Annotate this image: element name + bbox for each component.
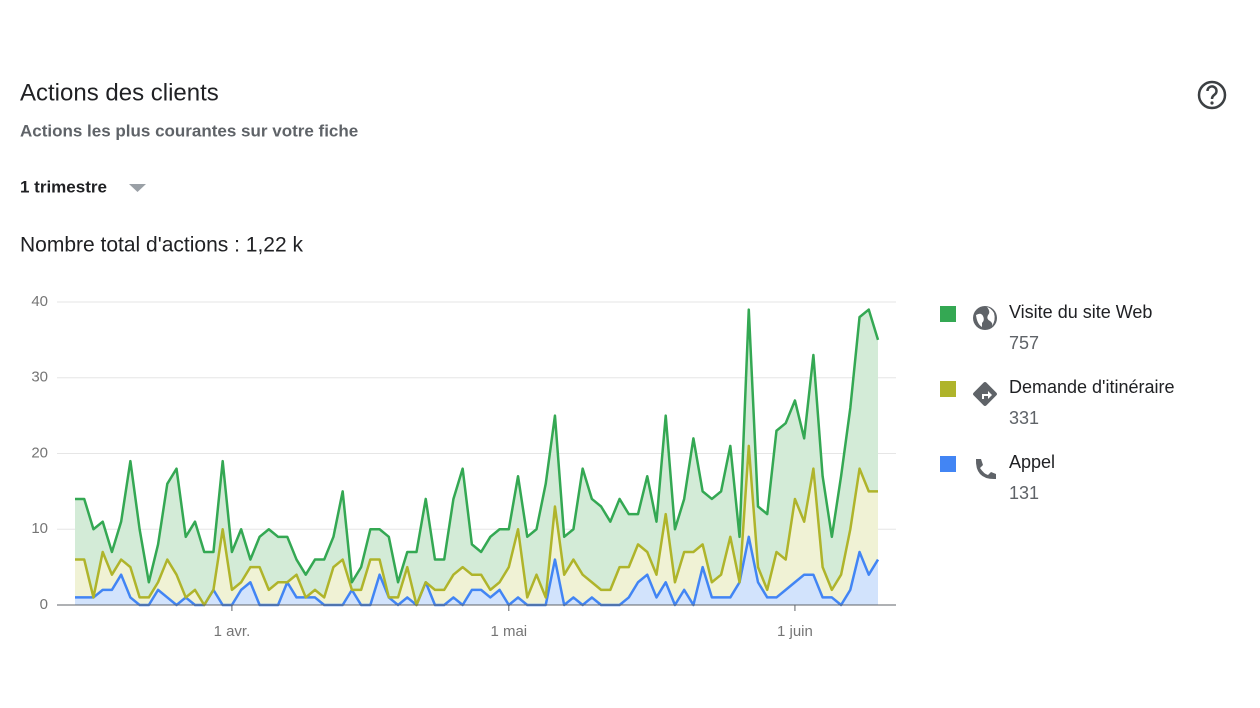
help-dot[interactable]	[1210, 101, 1214, 105]
card-subtitle: Actions les plus courantes sur votre fic…	[20, 121, 358, 140]
x-tick-label: 1 mai	[490, 623, 527, 640]
legend-label: Visite du site Web	[1009, 302, 1152, 322]
legend-swatch	[940, 306, 956, 322]
globe-icon	[973, 306, 997, 330]
legend-icons	[973, 306, 997, 480]
y-tick-label: 10	[31, 520, 48, 537]
y-tick-label: 30	[31, 369, 48, 386]
help-circle[interactable]	[1197, 80, 1227, 110]
period-dropdown[interactable]: 1 trimestre	[20, 177, 146, 196]
legend-total: 131	[1009, 483, 1039, 503]
dropdown-arrow[interactable]	[129, 184, 146, 192]
plot: 0 10 20 30 40 1 avr. 1 mai 1 juin	[31, 293, 896, 640]
line	[75, 308, 880, 584]
period-label[interactable]: 1 trimestre	[20, 177, 107, 196]
legend-label: Appel	[1009, 452, 1055, 472]
legend-total: 757	[1009, 333, 1039, 353]
x-tick-label: 1 juin	[777, 623, 813, 640]
help-mark[interactable]	[1206, 85, 1218, 100]
legend-swatch	[940, 381, 956, 397]
card-title: Actions des clients	[20, 79, 219, 106]
legend-total: 331	[1009, 408, 1039, 428]
area	[75, 536, 878, 605]
legend: Visite du site Web 757 Demande d'itinérair…	[940, 302, 1175, 503]
directions-icon	[973, 382, 997, 406]
y-tick-label: 40	[31, 293, 48, 310]
legend-label: Demande d'itinéraire	[1009, 377, 1175, 397]
phone-icon	[975, 459, 996, 480]
legend-swatch	[940, 456, 956, 472]
x-tick-label: 1 avr.	[214, 623, 251, 640]
area	[75, 309, 878, 605]
total-actions: Nombre total d'actions : 1,22 k	[20, 234, 303, 257]
y-tick-label: 0	[40, 596, 48, 613]
line	[75, 444, 878, 607]
help-button[interactable]	[1197, 80, 1227, 110]
y-tick-label: 20	[31, 444, 48, 461]
